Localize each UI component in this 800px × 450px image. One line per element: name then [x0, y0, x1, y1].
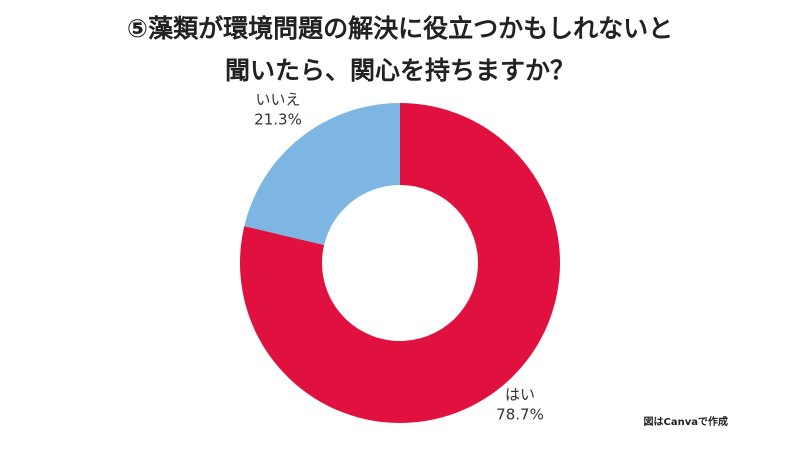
category-label: はい [505, 386, 535, 404]
chart-title: 聞いたら、関心を持ちますか？ [225, 56, 575, 85]
chart-title: ⑤藻類が環境問題の解決に役立つかもしれないと [127, 14, 673, 43]
donut-segment [240, 103, 561, 423]
value-label: 21.3% [254, 111, 302, 129]
note: 図はCanvaで作成 [644, 415, 728, 428]
value-label: 78.7% [496, 406, 544, 424]
category-label: いいえ [255, 91, 300, 109]
donut-segment [244, 103, 400, 246]
